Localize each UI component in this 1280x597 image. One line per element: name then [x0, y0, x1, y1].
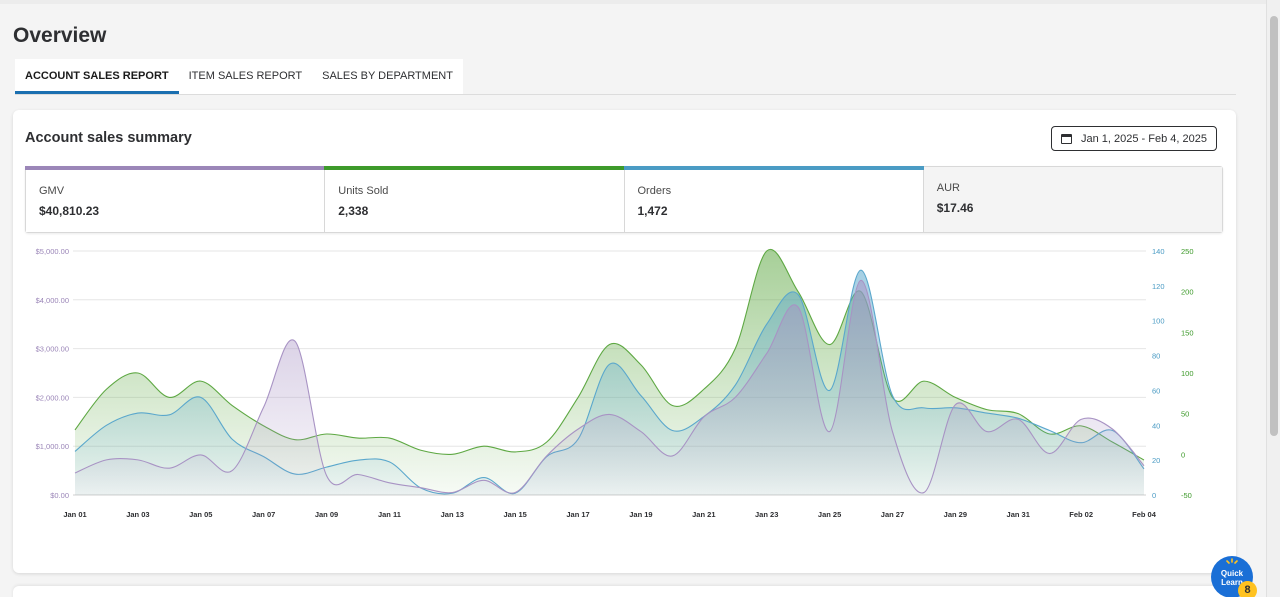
y-tick-label-orders: 140 — [1152, 247, 1165, 256]
y-tick-label-orders: 100 — [1152, 317, 1165, 326]
report-tabs: ACCOUNT SALES REPORT ITEM SALES REPORT S… — [15, 59, 463, 94]
quick-learn-label: Quick Learn — [1220, 569, 1244, 587]
metric-label: Units Sold — [338, 185, 389, 197]
metric-color-bar — [623, 166, 924, 170]
x-tick-label: Jan 03 — [126, 510, 149, 519]
date-range-label: Jan 1, 2025 - Feb 4, 2025 — [1081, 132, 1207, 145]
y-tick-label-units: 0 — [1181, 450, 1185, 459]
y-tick-label-orders: 40 — [1152, 421, 1160, 430]
metric-units-sold[interactable]: Units Sold 2,338 — [324, 166, 625, 232]
y-tick-label-orders: 80 — [1152, 352, 1160, 361]
y-tick-label-gmv: $1,000.00 — [36, 442, 69, 451]
x-tick-label: Jan 07 — [252, 510, 275, 519]
metric-value: 1,472 — [637, 204, 668, 218]
series-line-gmv — [74, 279, 1145, 494]
metric-value: $40,810.23 — [39, 204, 100, 218]
metric-color-bar — [25, 166, 326, 170]
y-tick-label-gmv: $2,000.00 — [36, 393, 69, 402]
account-sales-summary-card: Account sales summary Jan 1, 2025 - Feb … — [13, 110, 1236, 573]
scrollbar-thumb[interactable] — [1270, 16, 1278, 436]
x-tick-label: Jan 27 — [881, 510, 904, 519]
y-tick-label-units: -50 — [1181, 491, 1192, 500]
x-tick-label: Jan 25 — [818, 510, 841, 519]
x-tick-label: Jan 29 — [944, 510, 967, 519]
metric-tiles: GMV $40,810.23 Units Sold 2,338 Orders 1… — [25, 166, 1223, 233]
y-tick-label-units: 250 — [1181, 247, 1194, 256]
card-title: Account sales summary — [25, 130, 192, 146]
page-title: Overview — [13, 24, 107, 47]
x-tick-label: Feb 04 — [1132, 510, 1157, 519]
metric-value: 2,338 — [338, 204, 369, 218]
metric-label: AUR — [936, 182, 960, 194]
metric-label: Orders — [637, 185, 672, 197]
series-area-gmv — [75, 280, 1144, 495]
x-tick-label: Jan 19 — [629, 510, 652, 519]
y-tick-label-gmv: $4,000.00 — [36, 296, 69, 305]
tab-sales-by-department[interactable]: SALES BY DEPARTMENT — [322, 70, 453, 82]
tabs-divider — [15, 94, 1236, 95]
y-tick-label-orders: 60 — [1152, 386, 1160, 395]
page-scrollbar[interactable] — [1266, 0, 1280, 597]
tab-account-sales-report[interactable]: ACCOUNT SALES REPORT — [15, 59, 179, 94]
x-tick-label: Jan 17 — [566, 510, 589, 519]
metric-aur[interactable]: AUR $17.46 — [923, 167, 1222, 232]
y-tick-label-gmv: $5,000.00 — [36, 247, 69, 256]
x-tick-label: Jan 15 — [503, 510, 526, 519]
x-tick-label: Feb 02 — [1069, 510, 1093, 519]
spark-icon — [1226, 558, 1238, 564]
y-tick-label-orders: 120 — [1152, 282, 1165, 291]
y-tick-label-units: 200 — [1181, 288, 1194, 297]
metric-value: $17.46 — [936, 201, 974, 215]
calendar-icon — [1061, 133, 1072, 144]
y-tick-label-gmv: $3,000.00 — [36, 345, 69, 354]
x-tick-label: Jan 23 — [755, 510, 778, 519]
next-section-card — [13, 586, 1236, 597]
y-tick-label-orders: 20 — [1152, 456, 1160, 465]
x-tick-label: Jan 09 — [315, 510, 338, 519]
x-tick-label: Jan 31 — [1007, 510, 1030, 519]
date-range-picker[interactable]: Jan 1, 2025 - Feb 4, 2025 — [1051, 126, 1217, 151]
x-tick-label: Jan 11 — [378, 510, 401, 519]
metric-color-bar — [324, 166, 625, 170]
x-tick-label: Jan 13 — [441, 510, 464, 519]
metric-gmv[interactable]: GMV $40,810.23 — [25, 166, 326, 232]
metric-orders[interactable]: Orders 1,472 — [623, 166, 924, 232]
y-tick-label-units: 150 — [1181, 328, 1194, 337]
y-tick-label-units: 50 — [1181, 410, 1189, 419]
x-tick-label: Jan 05 — [189, 510, 212, 519]
tab-item-sales-report[interactable]: ITEM SALES REPORT — [188, 70, 303, 82]
x-tick-label: Jan 01 — [63, 510, 86, 519]
y-tick-label-orders: 0 — [1152, 491, 1156, 500]
notification-badge: 8 — [1238, 581, 1257, 597]
y-tick-label-units: 100 — [1181, 369, 1194, 378]
top-border — [0, 0, 1266, 4]
y-tick-label-gmv: $0.00 — [50, 491, 69, 500]
metric-label: GMV — [39, 185, 65, 197]
x-tick-label: Jan 21 — [692, 510, 715, 519]
sales-chart: $0.00 $1,000.00 $2,000.00 $3,000.00 $4,000.0… — [36, 247, 1194, 519]
